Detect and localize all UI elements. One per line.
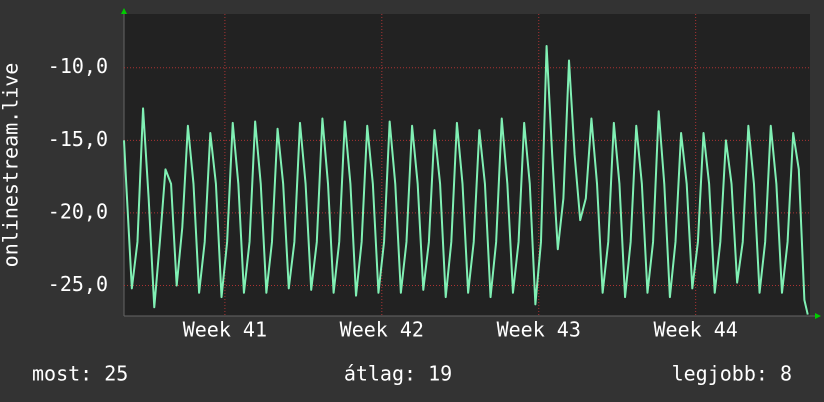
y-tick-label: -15,0	[48, 127, 108, 151]
y-tick-label: -20,0	[48, 199, 108, 223]
series-line	[123, 44, 809, 315]
x-axis-arrow	[815, 313, 821, 319]
x-tick-label: Week 41	[183, 318, 267, 342]
x-tick-label: Week 43	[497, 318, 581, 342]
y-tick-label: -25,0	[48, 272, 108, 296]
footer-average: átlag: 19	[344, 362, 452, 386]
footer-best: legjobb: 8	[672, 362, 792, 386]
y-axis-label: onlinestream.live	[0, 63, 23, 268]
y-axis-arrow	[121, 8, 127, 14]
y-tick-label: -10,0	[48, 54, 108, 78]
x-tick-label: Week 44	[654, 318, 738, 342]
x-tick-label: Week 42	[340, 318, 424, 342]
footer-current: most: 25	[32, 362, 128, 386]
